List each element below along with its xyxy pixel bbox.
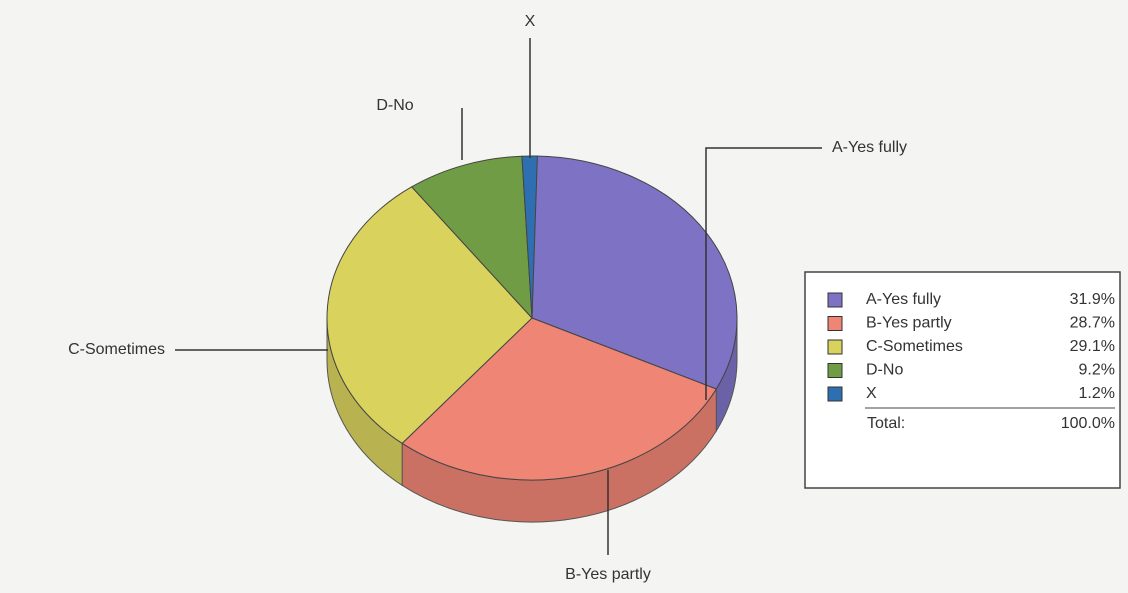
slice-label: A-Yes fully xyxy=(832,139,907,156)
legend-total-value: 100.0% xyxy=(1061,415,1115,432)
slice xyxy=(531,155,738,390)
legend-value: 29.1% xyxy=(1070,338,1115,355)
legend-value: 28.7% xyxy=(1070,315,1115,332)
slice-label: C-Sometimes xyxy=(68,341,165,358)
slice xyxy=(326,186,533,444)
legend-swatch xyxy=(827,363,843,378)
slice-label: B-Yes partly xyxy=(565,566,651,583)
legend-total-label: Total: xyxy=(867,415,905,432)
legend-value: 9.2% xyxy=(1079,362,1115,379)
legend-label: B-Yes partly xyxy=(866,315,952,332)
legend-label: C-Sometimes xyxy=(866,338,963,355)
legend-swatch xyxy=(827,386,843,402)
legend-swatch xyxy=(827,316,843,331)
slice-label: D-No xyxy=(376,97,413,114)
slice-label: X xyxy=(525,13,536,30)
legend-swatch xyxy=(827,339,843,355)
legend-value: 31.9% xyxy=(1070,291,1115,308)
legend-label: X xyxy=(866,385,877,402)
legend-swatch xyxy=(827,292,843,308)
legend-label: D-No xyxy=(866,362,903,379)
legend-label: A-Yes fully xyxy=(866,291,941,308)
slice xyxy=(401,317,718,481)
callout-line xyxy=(705,147,822,400)
legend-value: 1.2% xyxy=(1079,385,1115,402)
legend-box xyxy=(804,271,1121,489)
slice xyxy=(410,155,533,320)
